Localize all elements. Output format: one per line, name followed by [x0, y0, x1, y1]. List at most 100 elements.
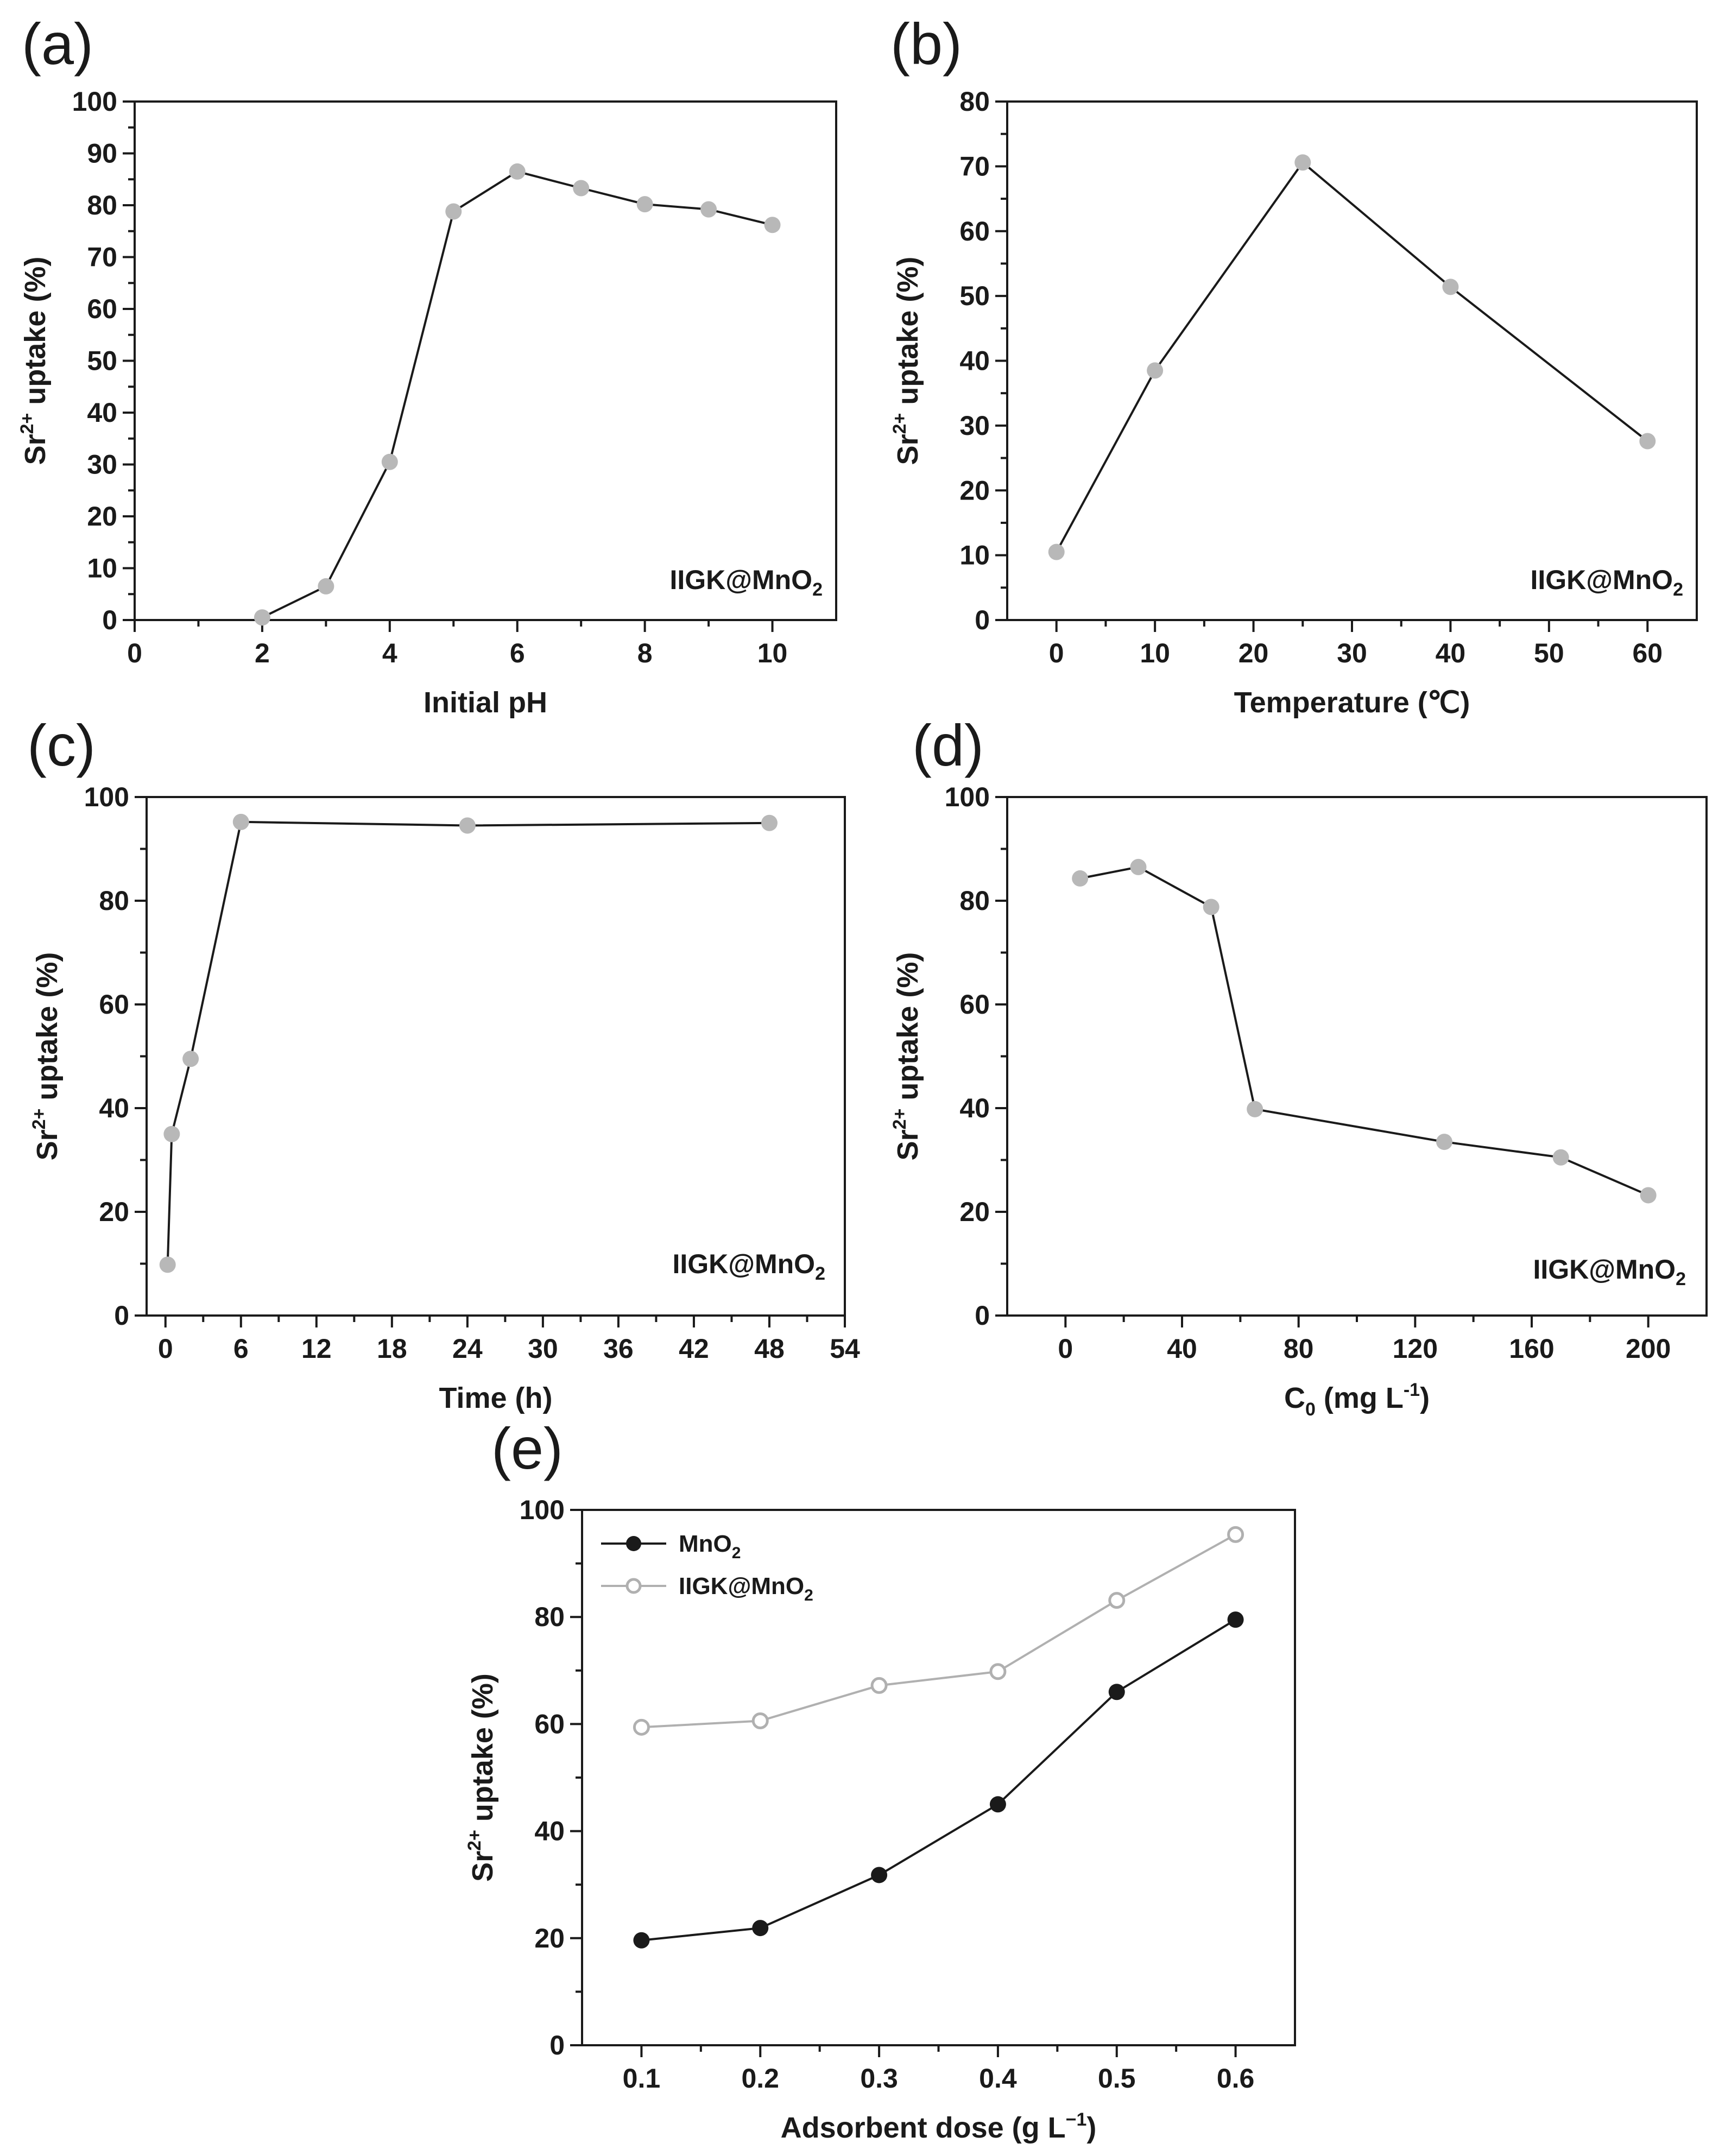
data-point [1147, 362, 1164, 379]
data-point [1639, 433, 1656, 450]
data-point [1442, 279, 1459, 295]
data-point [1108, 1684, 1125, 1700]
y-axis-label: Sr2+ uptake (%) [29, 952, 64, 1161]
data-point [764, 217, 781, 233]
legend: MnO2 IIGK@MnO2 [601, 1531, 813, 1604]
sample-annotation: IIGK@MnO2 [672, 1249, 825, 1284]
series-line [166, 820, 770, 1265]
y-tick-label: 80 [959, 86, 990, 117]
x-tick-label: 160 [1509, 1333, 1554, 1364]
data-point [318, 578, 334, 595]
data-point [751, 1712, 769, 1729]
x-tick-label: 6 [510, 638, 525, 668]
y-tick-label: 60 [87, 294, 117, 324]
panel-label: (e) [491, 1415, 563, 1481]
x-tick-label: 30 [1337, 638, 1367, 668]
x-tick-label: 0 [158, 1333, 173, 1364]
y-tick-label: 20 [959, 475, 990, 505]
panel-label: (c) [27, 712, 96, 778]
panel-d: (d) 0 40 80 120 160 200 0 20 40 60 80 100 C0 (mg L-1)… [889, 712, 1708, 1420]
x-tick-label: 0.3 [860, 2063, 898, 2094]
panel-label: (b) [890, 11, 962, 77]
x-tick-label: 2 [255, 638, 270, 668]
y-tick-label: 0 [102, 605, 117, 635]
plot-frame [134, 100, 837, 621]
y-tick-label: 100 [945, 782, 990, 812]
panel-c: (c) 0 6 12 18 24 30 36 42 48 54 0 20 40 60 80 100 Time (h… [27, 712, 860, 1414]
y-tick-label: 100 [520, 1495, 565, 1525]
x-tick-label: 60 [1632, 638, 1663, 668]
series-line [262, 170, 773, 618]
data-point [870, 1677, 888, 1694]
data-point [1108, 1592, 1126, 1609]
x-tick-label: 80 [1284, 1333, 1314, 1364]
data-point [871, 1867, 888, 1883]
x-tick-label: 0 [1049, 638, 1064, 668]
series-line [641, 1618, 1236, 1942]
y-tick-label: 80 [959, 886, 990, 916]
y-tick-label: 0 [975, 605, 990, 635]
x-axis-label: Adsorbent dose (g L−1) [781, 2109, 1097, 2144]
data-point [381, 453, 398, 470]
data-point [1048, 543, 1065, 560]
y-tick-label: 10 [959, 540, 990, 571]
x-tick-label: 10 [757, 638, 788, 668]
data-point [163, 1126, 180, 1142]
x-tick-label: 0.6 [1217, 2063, 1255, 2094]
y-tick-label: 80 [534, 1602, 565, 1632]
x-tick-label: 20 [1239, 638, 1269, 668]
x-tick-label: 30 [528, 1333, 558, 1364]
panel-b: (b) 0 10 20 30 40 50 60 0 10 20 30 40 50 60 70 80 Tempera… [889, 11, 1698, 719]
y-axis-label: Sr2+ uptake (%) [889, 257, 924, 465]
y-tick-label: 60 [959, 216, 990, 246]
legend-label: IIGK@MnO2 [679, 1573, 813, 1604]
y-axis-label: Sr2+ uptake (%) [17, 257, 52, 465]
y-tick-label: 40 [959, 1093, 990, 1123]
data-point [1436, 1134, 1452, 1150]
y-tick-label: 100 [72, 86, 117, 117]
data-point [1130, 858, 1147, 875]
x-tick-label: 54 [830, 1333, 860, 1364]
data-point [761, 814, 778, 831]
x-tick-label: 120 [1393, 1333, 1438, 1364]
x-axis-label: Initial pH [424, 686, 547, 719]
x-axis-label: Time (h) [439, 1382, 552, 1414]
x-tick-label: 40 [1167, 1333, 1197, 1364]
x-tick-label: 12 [301, 1333, 332, 1364]
y-tick-label: 20 [99, 1197, 129, 1227]
x-axis-label: C0 (mg L-1) [1284, 1380, 1430, 1420]
y-tick-label: 0 [114, 1300, 129, 1331]
series-line [641, 1533, 1236, 1729]
x-tick-label: 8 [637, 638, 653, 668]
data-point [1294, 154, 1311, 171]
y-axis-label: Sr2+ uptake (%) [464, 1673, 499, 1882]
y-tick-label: 30 [87, 450, 117, 480]
y-tick-label: 70 [87, 242, 117, 273]
y-tick-label: 40 [534, 1816, 565, 1847]
series-line [1055, 161, 1648, 553]
data-point [1552, 1149, 1569, 1166]
plot-frame [1006, 796, 1708, 1317]
sample-annotation: IIGK@MnO2 [1530, 565, 1683, 600]
x-tick-label: 0.5 [1098, 2063, 1136, 2094]
data-point [989, 1796, 1006, 1813]
legend-marker [626, 1536, 641, 1551]
y-tick-label: 60 [99, 989, 129, 1020]
data-point [459, 817, 476, 834]
data-point [445, 203, 462, 220]
y-tick-label: 20 [87, 501, 117, 532]
y-tick-label: 30 [959, 410, 990, 441]
data-point [232, 813, 249, 830]
data-point [573, 180, 590, 197]
x-tick-label: 40 [1436, 638, 1466, 668]
x-axis-label: Temperature (℃) [1234, 686, 1470, 719]
data-point [636, 196, 653, 213]
x-tick-label: 6 [233, 1333, 249, 1364]
panel-a: (a)0 2 4 6 8 100102030405060708090100Initial … [17, 11, 837, 719]
y-tick-label: 50 [959, 281, 990, 311]
y-axis-label: Sr2+ uptake (%) [889, 952, 924, 1161]
y-tick-label: 80 [99, 886, 129, 916]
data-point [1227, 1611, 1244, 1628]
legend-label: MnO2 [679, 1531, 741, 1562]
sample-annotation: IIGK@MnO2 [1533, 1254, 1686, 1289]
